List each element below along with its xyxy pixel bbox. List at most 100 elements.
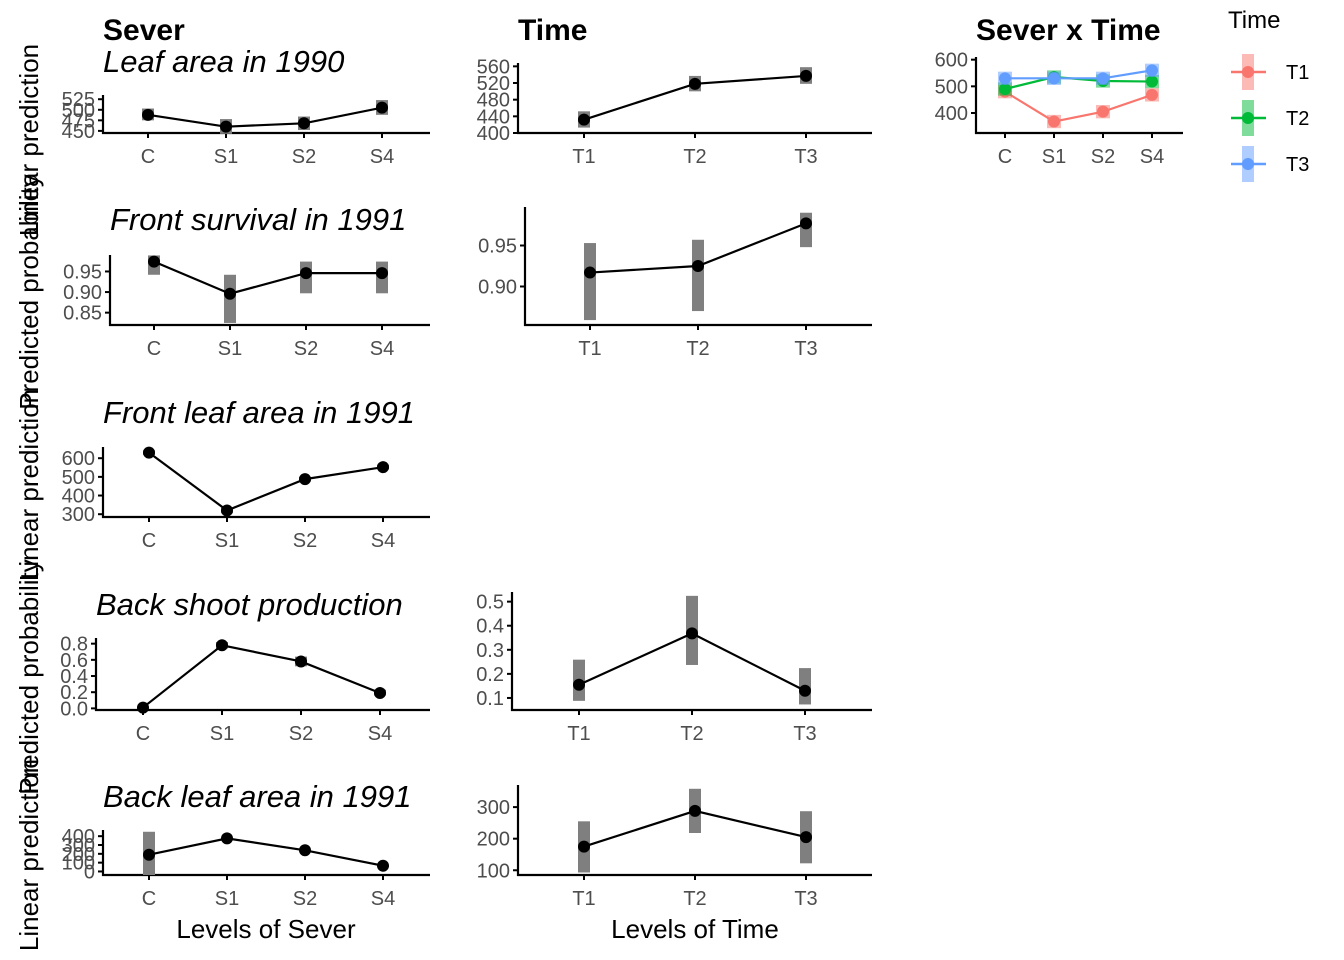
data-point (799, 684, 811, 697)
data-point (1097, 105, 1109, 118)
y-tick-label: 440 (477, 106, 510, 128)
series-line (1004, 90, 1153, 123)
x-tick-label: T1 (572, 146, 595, 168)
column-title-time: Time (518, 14, 587, 47)
x-tick-label: T2 (680, 723, 703, 745)
data-point (221, 832, 233, 845)
data-point (220, 120, 232, 133)
y-tick-label: 0.90 (63, 282, 102, 304)
x-tick-label: S1 (214, 146, 238, 168)
data-point (216, 639, 228, 652)
y-axis-label-row1: Linear prediction (14, 44, 44, 236)
data-point (377, 461, 389, 474)
x-tick-label: T3 (793, 723, 816, 745)
x-tick-label: S4 (370, 338, 394, 360)
data-point (999, 83, 1011, 95)
data-point (1048, 72, 1060, 85)
panel-backshoot-time: 0.10.20.30.40.5 T1 T2 T3 (476, 592, 872, 745)
y-tick-label: 520 (477, 73, 510, 95)
data-point (689, 77, 701, 90)
y-tick-label: 400 (477, 123, 510, 145)
y-tick-label: 0.95 (478, 236, 517, 258)
x-tick-label: T1 (572, 888, 595, 910)
x-axis-label-time: Levels of Time (611, 914, 779, 944)
y-tick-label: 0.1 (476, 688, 504, 710)
x-tick-label: S1 (210, 723, 234, 745)
x-tick-label: C (141, 146, 155, 168)
y-tick-label: 0.4 (476, 616, 504, 638)
y-tick-label: 0.2 (476, 664, 504, 686)
x-tick-label: T3 (794, 146, 817, 168)
x-tick-label: C (136, 723, 150, 745)
data-point (584, 266, 596, 279)
x-tick-label: C (142, 530, 156, 552)
x-tick-label: T1 (567, 723, 590, 745)
x-tick-label: T2 (686, 338, 709, 360)
x-tick-label: T3 (794, 338, 817, 360)
data-point (376, 267, 388, 280)
y-tick-label: 600 (935, 50, 968, 72)
data-point (1146, 88, 1158, 101)
series-line (153, 260, 382, 295)
y-tick-label: 300 (62, 504, 95, 526)
panel-title: Leaf area in 1990 (103, 44, 344, 79)
y-tick-label: 0.3 (476, 640, 504, 662)
legend-item-T1: T1 (1231, 54, 1309, 90)
data-point (299, 844, 311, 857)
series-line (142, 644, 381, 709)
x-tick-label: S1 (218, 338, 242, 360)
panel-title: Front leaf area in 1991 (103, 395, 415, 430)
x-tick-label: T3 (794, 888, 817, 910)
panel-frontsurv-time: 0.90 0.95 T1 T2 T3 (478, 207, 872, 360)
x-tick-label: S2 (1091, 146, 1115, 168)
y-tick-label: 480 (477, 90, 510, 112)
x-tick-label: C (998, 146, 1012, 168)
data-point (1097, 72, 1109, 85)
x-tick-label: S4 (371, 530, 395, 552)
x-tick-label: S1 (215, 888, 239, 910)
y-tick-label: 0.8 (60, 634, 88, 656)
data-point (298, 117, 310, 130)
series-line (148, 451, 384, 512)
data-point (578, 113, 590, 126)
x-tick-label: S2 (289, 723, 313, 745)
series-T3 (998, 63, 1159, 85)
data-point (142, 108, 154, 121)
y-tick-label: 300 (477, 797, 510, 819)
series-line (148, 837, 384, 867)
x-tick-label: S1 (1042, 146, 1066, 168)
y-tick-label: 500 (62, 467, 95, 489)
data-point (1146, 75, 1158, 88)
legend-label: T2 (1286, 108, 1309, 130)
data-point (689, 804, 701, 817)
legend-point-swatch (1242, 112, 1254, 124)
data-point (1146, 64, 1158, 77)
y-tick-label: 0.2 (60, 682, 88, 704)
y-tick-label: 400 (935, 103, 968, 125)
data-point (143, 848, 155, 861)
x-tick-label: S4 (371, 888, 395, 910)
legend-item-T2: T2 (1231, 100, 1309, 136)
legend-point-swatch (1242, 158, 1254, 170)
y-tick-label: 525 (62, 89, 95, 111)
data-point (299, 473, 311, 486)
panel-frontsurv-sever: Front survival in 1991 0.850.900.95 C S1 S2 S… (63, 202, 430, 360)
legend-item-T3: T3 (1231, 146, 1309, 182)
panel-leaf1990-interaction: 400 500 600 C S1 S2 S4 (935, 50, 1183, 168)
y-tick-label: 500 (62, 100, 95, 122)
data-point (1048, 115, 1060, 128)
data-point (800, 217, 812, 230)
series-line (147, 106, 383, 128)
data-point (221, 504, 233, 517)
x-tick-label: S4 (368, 723, 392, 745)
y-tick-label: 300 (62, 835, 95, 857)
panel-backleaf-time: 100 200 300 T1 T2 T3 (477, 785, 872, 910)
x-tick-label: S4 (1140, 146, 1164, 168)
x-tick-label: C (147, 338, 161, 360)
data-point (999, 72, 1011, 85)
y-tick-label: 400 (62, 486, 95, 508)
